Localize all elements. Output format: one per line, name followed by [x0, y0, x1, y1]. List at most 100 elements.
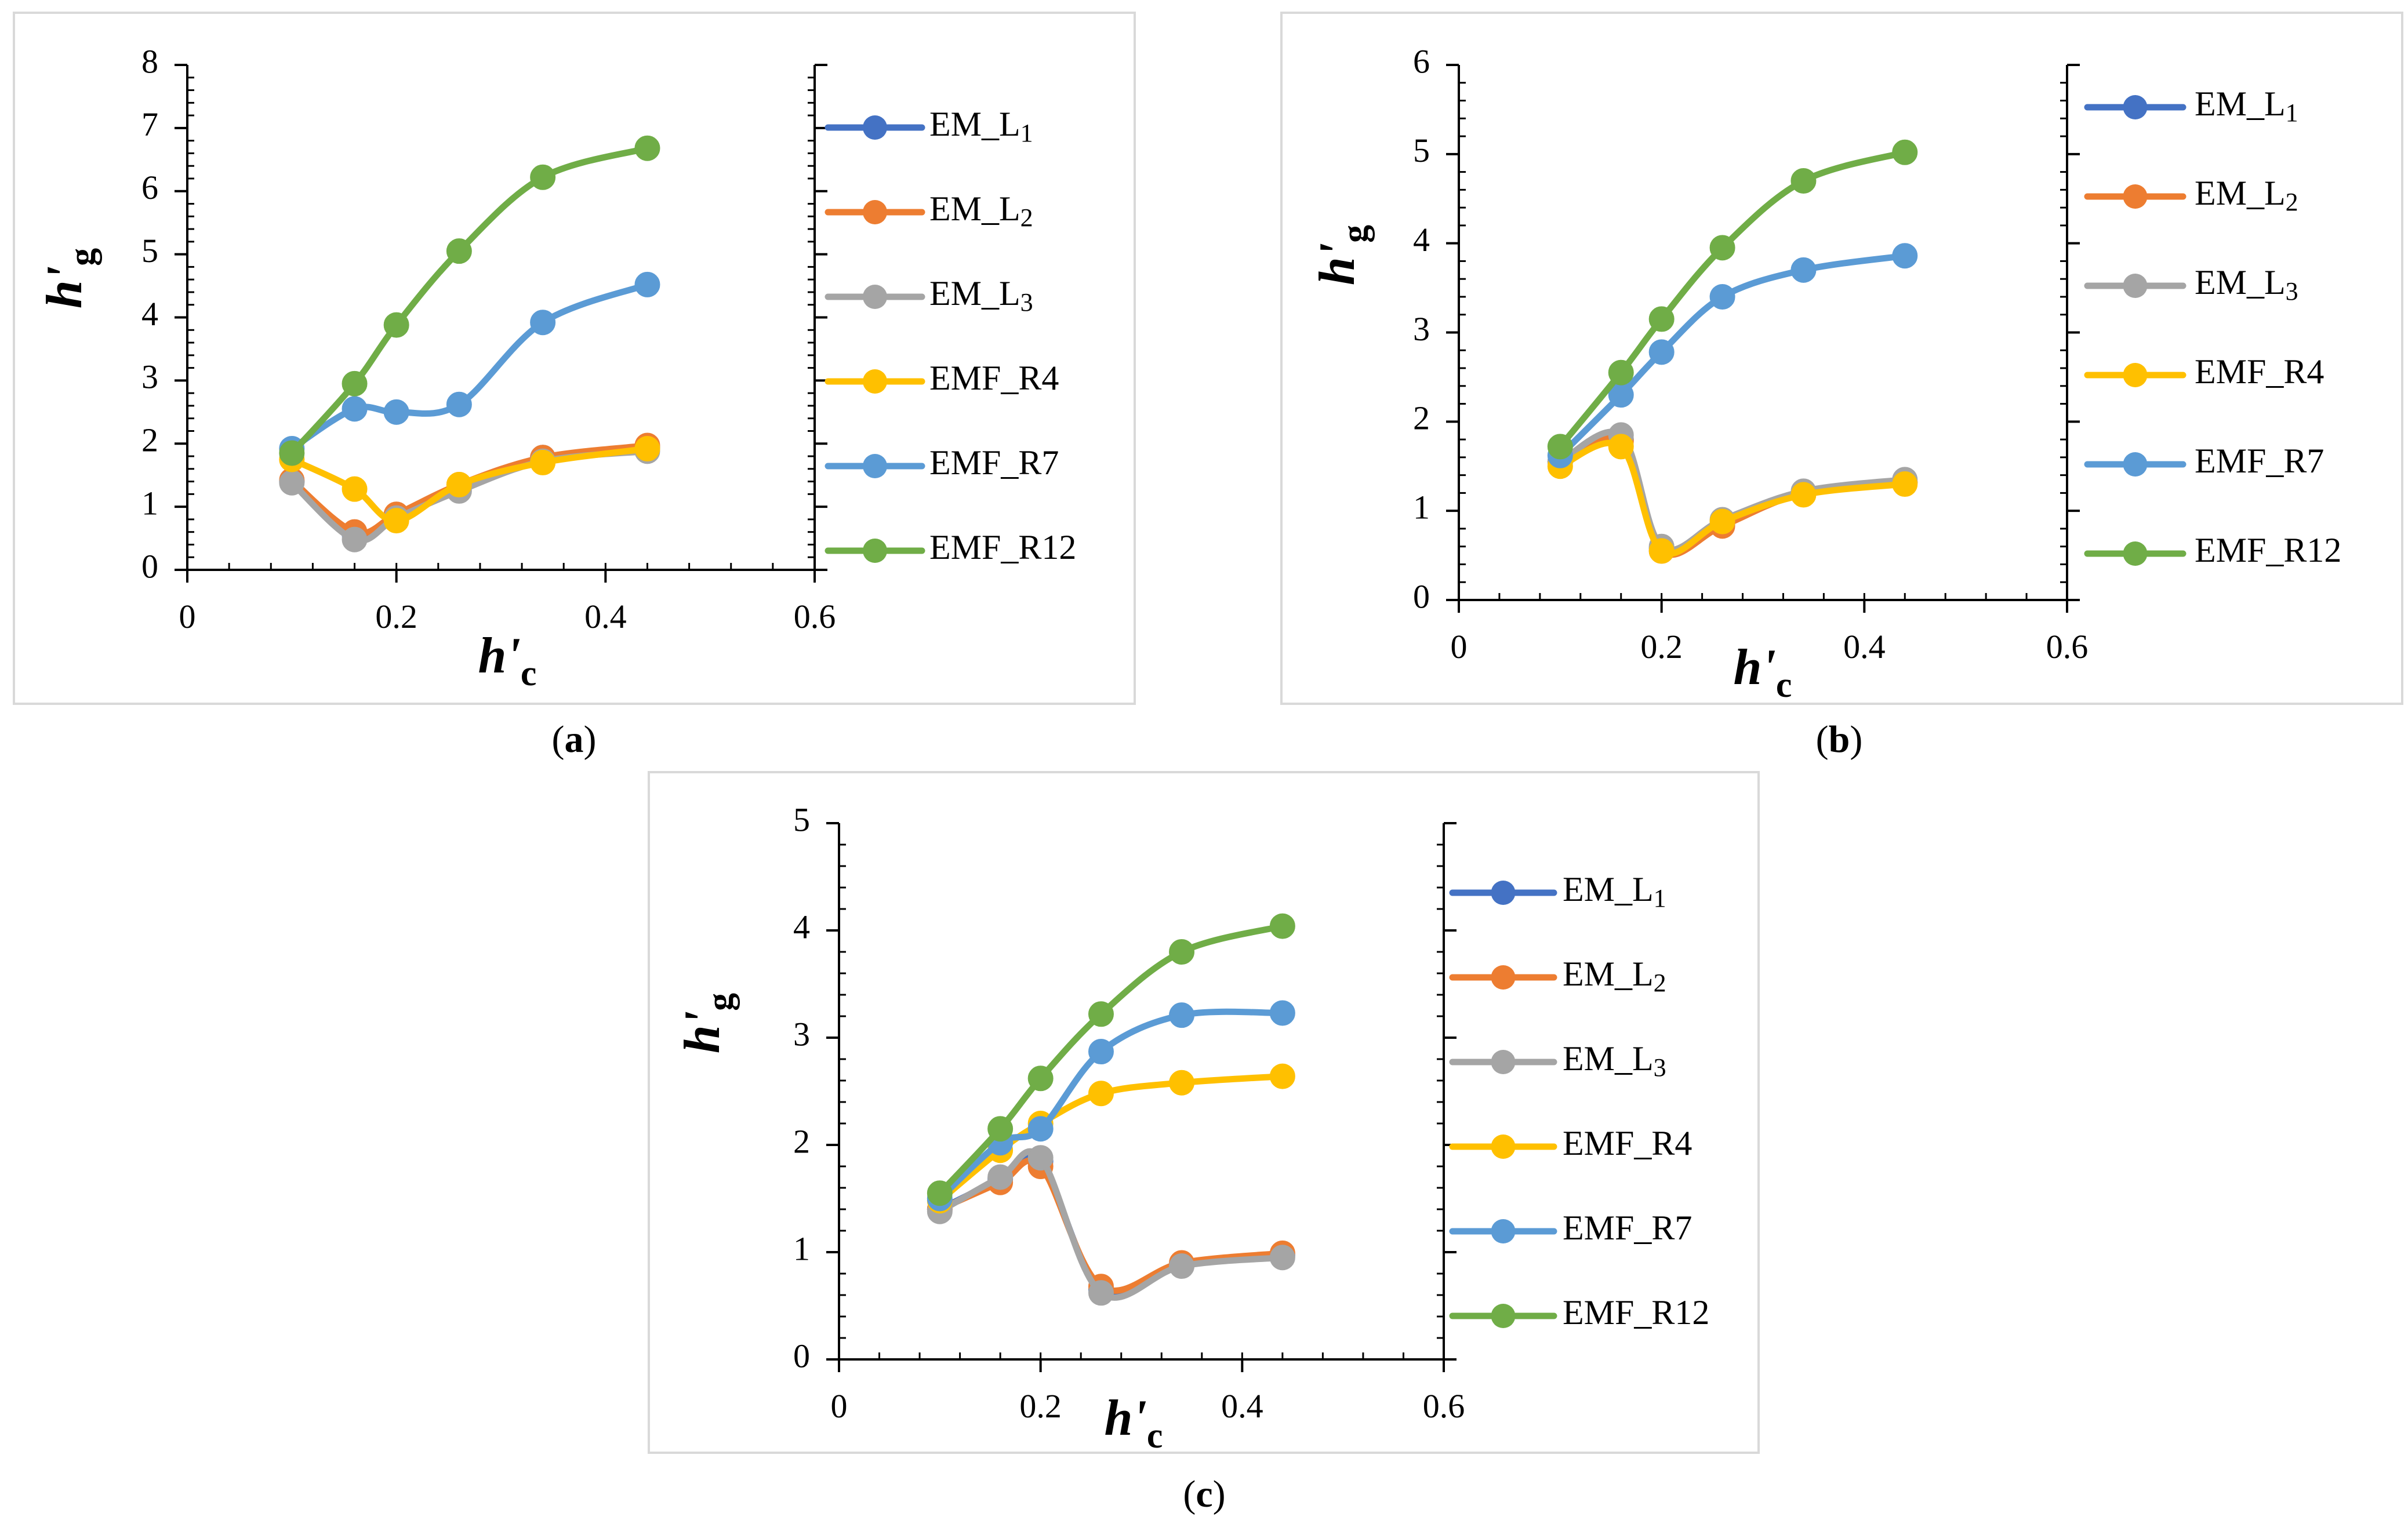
- chart-a-legend-marker-EMF_R7: [863, 454, 887, 478]
- chart-b-point-EMF_R7-5: [1892, 243, 1918, 269]
- chart-b-legend-marker-EMF_R4: [2123, 363, 2148, 387]
- chart-c-point-EMF_R7-5: [1269, 1000, 1295, 1026]
- chart-a-xlabel: h'c: [478, 628, 537, 693]
- chart-b-ylabel: h'g: [1309, 225, 1375, 285]
- chart-a-point-EMF_R12-0: [279, 440, 305, 466]
- chart-c-legend-marker-EM_L1: [1491, 881, 1516, 905]
- chart-b-line-EMF_R4: [1557, 439, 1908, 557]
- chart-a-xtick-label: 0.4: [584, 598, 627, 635]
- chart-a-ytick-label: 3: [141, 358, 158, 396]
- panel-c-frame: [648, 771, 1760, 1454]
- chart-a-point-EMF_R7-5: [634, 271, 660, 297]
- chart-a-ytick-label: 4: [141, 295, 158, 333]
- chart-b-ytick-label: 3: [1413, 310, 1430, 348]
- chart-b-legend-label-EM_L1: EM_L1: [2195, 85, 2298, 127]
- chart-c-ytick-label: 2: [793, 1122, 810, 1160]
- chart-b-xlabel: h'c: [1734, 639, 1792, 705]
- chart-b-point-EMF_R7-2: [1648, 339, 1675, 365]
- chart-b-point-EMF_R12-1: [1608, 359, 1634, 386]
- chart-a-ytick-label: 7: [141, 106, 158, 143]
- chart-c-ylabel: h'g: [674, 993, 740, 1053]
- chart-c-point-EMF_R12-4: [1169, 939, 1195, 965]
- chart-c-point-EMF_R7-4: [1169, 1002, 1195, 1028]
- chart-a-point-EMF_R7-2: [383, 399, 409, 425]
- chart-c-point-EMF_R12-3: [1088, 1001, 1114, 1027]
- chart-a-point-EMF_R12-5: [634, 135, 660, 161]
- chart-b-legend-marker-EM_L2: [2123, 184, 2148, 209]
- chart-a-legend-label-EMF_R4: EMF_R4: [929, 359, 1059, 397]
- chart-c-legend-marker-EM_L2: [1491, 965, 1516, 990]
- chart-c-point-EMF_R4-4: [1169, 1070, 1195, 1096]
- chart-c-legend-marker-EM_L3: [1491, 1050, 1516, 1074]
- chart-a-legend-marker-EM_L1: [863, 115, 887, 140]
- chart-c-xtick-label: 0.2: [1019, 1387, 1062, 1425]
- panel-b-frame: [1280, 12, 2403, 705]
- chart-c-ytick-label: 5: [793, 801, 810, 838]
- chart-a-point-EMF_R12-2: [383, 312, 409, 338]
- chart-c-point-EMF_R4-3: [1088, 1081, 1114, 1107]
- chart-b-xtick-label: 0.6: [2046, 628, 2089, 666]
- chart-a-point-EMF_R4-2: [383, 508, 409, 534]
- chart-b-ytick-label: 0: [1413, 577, 1430, 615]
- caption-a-letter: a: [564, 718, 584, 761]
- chart-b-xtick-label: 0.4: [1843, 628, 1886, 666]
- chart-a-point-EMF_R4-1: [342, 476, 368, 502]
- chart-c-point-EM_L3-2: [1027, 1145, 1054, 1171]
- chart-c-xtick-label: 0: [831, 1387, 848, 1425]
- chart-c-legend-marker-EMF_R12: [1491, 1304, 1516, 1328]
- chart-a-xtick-label: 0.6: [794, 598, 836, 635]
- chart-b-point-EMF_R7-3: [1709, 283, 1735, 310]
- chart-a-point-EMF_R4-4: [530, 449, 556, 475]
- chart-c-legend-label-EMF_R4: EMF_R4: [1563, 1124, 1692, 1162]
- caption-c: (c): [1183, 1473, 1226, 1515]
- chart-a-point-EMF_R12-1: [342, 370, 368, 397]
- chart-c-point-EMF_R7-3: [1088, 1039, 1114, 1065]
- chart-a-legend-label-EM_L3: EM_L3: [929, 274, 1033, 317]
- chart-a-ytick-label: 5: [141, 232, 158, 270]
- chart-c-ytick-label: 4: [793, 908, 810, 945]
- chart-b-legend-marker-EM_L1: [2123, 95, 2148, 119]
- chart-c-point-EMF_R7-2: [1027, 1116, 1054, 1142]
- chart-a-ytick-label: 0: [141, 547, 158, 585]
- chart-b-point-EMF_R4-3: [1709, 508, 1735, 534]
- chart-a-point-EMF_R12-3: [446, 238, 472, 264]
- chart-b-point-EMF_R12-5: [1892, 139, 1918, 165]
- chart-c-point-EM_L3-1: [987, 1164, 1014, 1190]
- chart-c-legend-label-EM_L2: EM_L2: [1563, 955, 1666, 997]
- chart-b-point-EMF_R4-2: [1648, 538, 1675, 564]
- chart-a-line-EMF_R7: [288, 281, 651, 452]
- chart-a-point-EMF_R7-1: [342, 396, 368, 422]
- chart-b-point-EMF_R12-0: [1547, 434, 1573, 460]
- chart-b-legend-label-EMF_R7: EMF_R7: [2195, 442, 2324, 480]
- chart-b-point-EMF_R12-2: [1648, 306, 1675, 332]
- chart-b-xtick-label: 0.2: [1640, 628, 1683, 666]
- chart-b-point-EMF_R7-4: [1790, 257, 1817, 283]
- chart-c-point-EMF_R4-5: [1269, 1063, 1295, 1089]
- chart-b-ytick-label: 6: [1413, 42, 1430, 80]
- chart-a-legend-marker-EM_L2: [863, 200, 887, 224]
- chart-a-legend-marker-EM_L3: [863, 285, 887, 309]
- chart-c-point-EMF_R12-1: [987, 1116, 1014, 1142]
- chart-b: 0 1 2 3 4 5 6 0 0.2 0.4 0.6 h'g h'c EM_L1 EM_L2 EM_L3 EM…: [1309, 42, 2341, 705]
- chart-c-ytick-label: 0: [793, 1337, 810, 1374]
- chart-a-ytick-label: 2: [141, 421, 158, 459]
- caption-b: (b): [1815, 718, 1863, 761]
- chart-a: 0 1 2 3 4 5 6 7 8 0 0.2 0.4 0.6 h'g h'c EM_L1 EM_L2 EM_L3…: [37, 42, 1076, 693]
- chart-b-ytick-label: 1: [1413, 488, 1430, 526]
- chart-a-point-EMF_R4-3: [446, 472, 472, 498]
- chart-b-legend-label-EMF_R12: EMF_R12: [2195, 531, 2341, 569]
- chart-b-legend-label-EM_L2: EM_L2: [2195, 174, 2298, 216]
- chart-a-point-EM_L3-0: [279, 470, 305, 496]
- panel-a-frame: [13, 12, 1136, 705]
- chart-c-legend-label-EM_L1: EM_L1: [1563, 870, 1666, 912]
- caption-c-letter: c: [1196, 1473, 1213, 1515]
- chart-a-ylabel: h'g: [37, 248, 102, 308]
- chart-a-ytick-label: 8: [141, 42, 158, 80]
- chart-c-point-EM_L3-3: [1088, 1280, 1114, 1306]
- chart-b-ytick-label: 4: [1413, 221, 1430, 259]
- chart-a-xtick-label: 0.2: [375, 598, 417, 635]
- chart-b-point-EMF_R12-3: [1709, 235, 1735, 261]
- chart-c-ytick-label: 1: [793, 1230, 810, 1267]
- chart-c: 0 1 2 3 4 5 0 0.2 0.4 0.6 h'g h'c EM_L1 EM_L2 EM_L3 EMF…: [674, 801, 1709, 1456]
